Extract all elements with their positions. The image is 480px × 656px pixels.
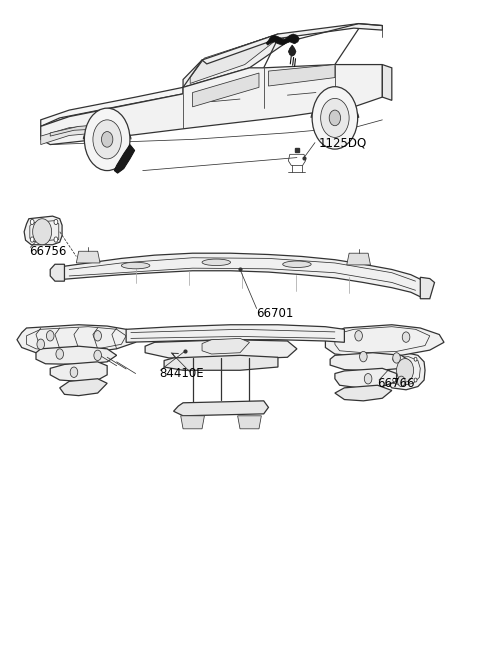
Polygon shape <box>386 353 425 390</box>
Text: 66756: 66756 <box>29 245 66 258</box>
Polygon shape <box>202 338 250 354</box>
Circle shape <box>393 378 396 382</box>
Text: 84410E: 84410E <box>159 367 204 380</box>
Polygon shape <box>330 353 411 371</box>
Polygon shape <box>266 34 300 45</box>
Polygon shape <box>60 379 107 396</box>
Polygon shape <box>41 87 183 127</box>
Polygon shape <box>420 277 434 298</box>
Text: 1125DQ: 1125DQ <box>318 136 367 149</box>
Polygon shape <box>17 325 136 354</box>
Polygon shape <box>50 362 107 381</box>
Circle shape <box>414 358 417 361</box>
Polygon shape <box>36 346 117 365</box>
Text: 66766: 66766 <box>378 377 415 390</box>
Circle shape <box>47 331 54 341</box>
Circle shape <box>94 331 101 341</box>
Circle shape <box>360 352 367 362</box>
Circle shape <box>393 358 396 361</box>
Ellipse shape <box>283 261 311 268</box>
Polygon shape <box>190 35 276 83</box>
Polygon shape <box>335 368 396 388</box>
Polygon shape <box>174 401 268 416</box>
Polygon shape <box>50 264 64 281</box>
Polygon shape <box>238 416 261 429</box>
Polygon shape <box>183 34 288 87</box>
Circle shape <box>312 87 358 149</box>
Circle shape <box>93 120 121 159</box>
Circle shape <box>37 339 45 350</box>
Circle shape <box>402 332 410 342</box>
Circle shape <box>54 219 58 224</box>
Circle shape <box>396 359 414 382</box>
Polygon shape <box>126 325 344 342</box>
Polygon shape <box>50 125 97 136</box>
Ellipse shape <box>202 259 230 266</box>
Circle shape <box>321 98 349 137</box>
Ellipse shape <box>121 262 150 269</box>
Circle shape <box>54 237 58 242</box>
Polygon shape <box>335 385 392 401</box>
Circle shape <box>33 218 52 245</box>
Circle shape <box>84 108 130 171</box>
Polygon shape <box>114 144 135 173</box>
Circle shape <box>30 219 34 224</box>
Circle shape <box>414 378 417 382</box>
Polygon shape <box>24 216 62 245</box>
Circle shape <box>364 373 372 384</box>
Circle shape <box>94 350 101 361</box>
Circle shape <box>355 331 362 341</box>
Circle shape <box>393 353 400 363</box>
Polygon shape <box>64 253 420 297</box>
Polygon shape <box>41 125 97 144</box>
Polygon shape <box>164 356 278 370</box>
Polygon shape <box>347 253 371 265</box>
Polygon shape <box>383 64 392 100</box>
Circle shape <box>56 349 63 359</box>
Polygon shape <box>268 64 335 86</box>
Polygon shape <box>41 64 383 144</box>
Circle shape <box>329 110 341 126</box>
Circle shape <box>101 132 113 147</box>
Polygon shape <box>41 117 69 136</box>
Polygon shape <box>76 251 100 263</box>
Polygon shape <box>325 325 444 357</box>
Circle shape <box>397 376 405 386</box>
Circle shape <box>30 237 34 242</box>
Circle shape <box>70 367 78 377</box>
Text: 66701: 66701 <box>257 307 294 320</box>
Polygon shape <box>180 416 204 429</box>
Polygon shape <box>202 24 383 64</box>
Polygon shape <box>288 45 296 56</box>
Polygon shape <box>145 340 297 359</box>
Polygon shape <box>192 73 259 107</box>
